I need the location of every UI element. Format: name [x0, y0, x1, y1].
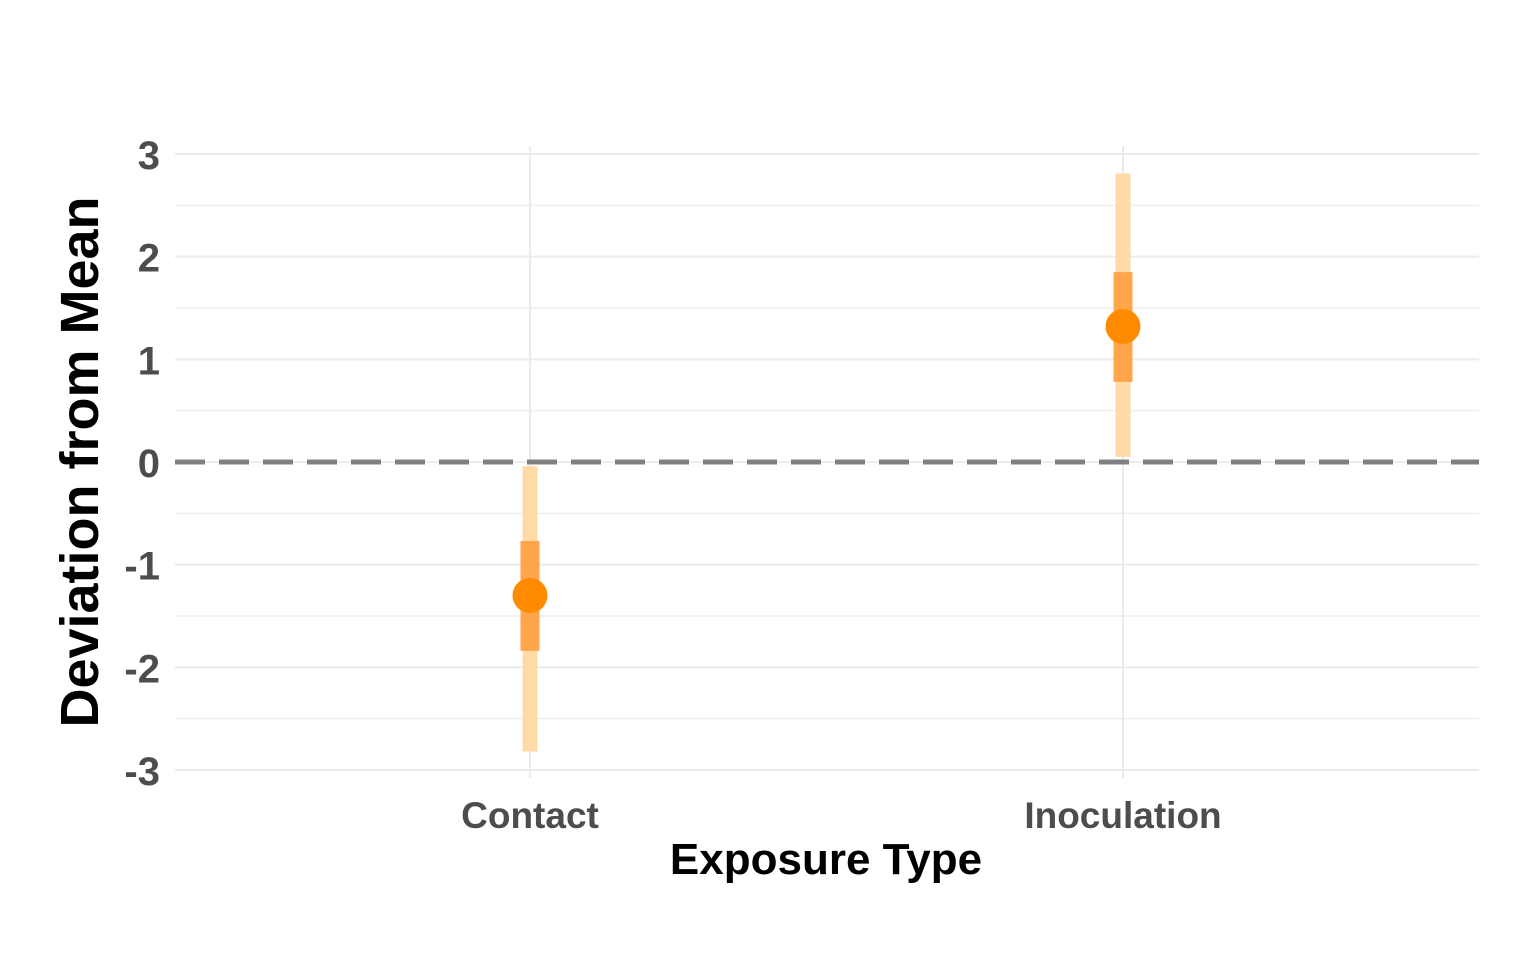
point-contact: [512, 577, 548, 613]
x-axis-title: Exposure Type: [670, 835, 982, 884]
y-tick-label: -2: [124, 647, 160, 691]
point-inoculation: [1105, 308, 1141, 344]
y-tick-label: 3: [138, 134, 160, 178]
y-tick-label: -3: [124, 750, 160, 794]
y-tick-labels: -3 -2 -1 0 1 2 3: [124, 134, 160, 794]
y-axis-title: Deviation from Mean: [50, 196, 110, 727]
x-tick-labels: Contact Inoculation: [461, 795, 1222, 836]
x-tick-label: Inoculation: [1024, 795, 1221, 836]
y-tick-label: 1: [138, 339, 160, 383]
point-layer: [512, 308, 1141, 613]
y-tick-label: 2: [138, 237, 160, 281]
y-tick-label: -1: [124, 545, 160, 589]
x-tick-label: Contact: [461, 795, 599, 836]
y-tick-label: 0: [138, 442, 160, 486]
